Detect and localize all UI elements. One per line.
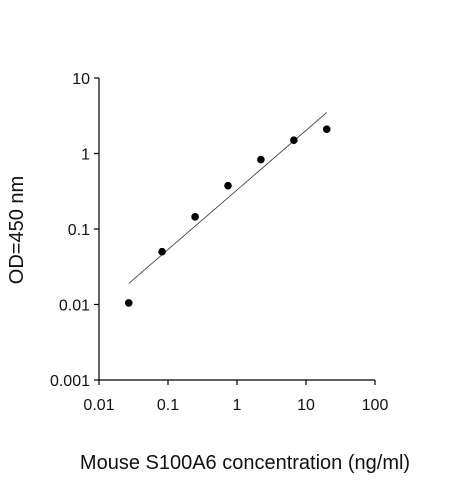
y-tick-label: 10 <box>72 71 90 88</box>
y-tick-label: 1 <box>81 147 90 164</box>
y-axis-title: OD=450 nm <box>6 176 28 284</box>
x-tick-label: 100 <box>362 397 389 414</box>
tick-marks <box>94 77 376 385</box>
y-tick-label: 0.001 <box>50 373 90 390</box>
data-point <box>191 213 199 221</box>
tick-labels: 0.001 0.01 0.1 1 10 0.01 0.1 1 10 100 <box>50 71 388 414</box>
x-tick-label: 1 <box>233 397 242 414</box>
x-tick-label: 0.1 <box>157 397 179 414</box>
fit-line-layer <box>128 112 328 284</box>
data-point <box>257 155 265 164</box>
axes <box>98 78 375 381</box>
data-point <box>224 181 232 190</box>
y-tick-label: 0.01 <box>59 298 90 315</box>
axis-titles: Mouse S100A6 concentration (ng/ml) OD=45… <box>6 176 410 474</box>
x-axis-title: Mouse S100A6 concentration (ng/ml) <box>80 452 410 474</box>
x-tick-label: 10 <box>297 397 315 414</box>
data-point <box>322 125 331 133</box>
data-point <box>124 299 133 307</box>
data-point <box>290 136 298 145</box>
fit-line <box>128 112 328 284</box>
x-tick-label: 0.01 <box>83 397 114 414</box>
y-tick-label: 0.1 <box>68 222 90 239</box>
data-point <box>158 247 166 256</box>
data-points-layer <box>124 125 331 307</box>
